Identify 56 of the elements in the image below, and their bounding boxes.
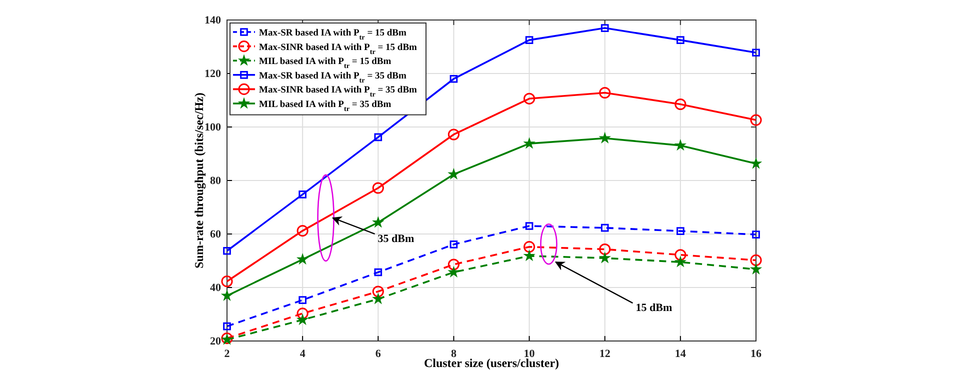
point: [372, 182, 384, 194]
point: [751, 158, 761, 168]
point: [223, 322, 231, 330]
point: [372, 286, 384, 298]
point: [599, 243, 611, 256]
annotation: 35 dBm: [378, 232, 414, 245]
legend-label: Max-SINR based IA with P$_{tr}$ = 15 dBm: [259, 42, 418, 56]
y-tick-label: 140: [204, 14, 222, 27]
point: [676, 36, 684, 44]
point: [600, 24, 609, 32]
point: [750, 114, 762, 126]
x-tick-label: 12: [599, 348, 611, 360]
legend-label: Max-SR based IA with P$_{tr}$ = 35 dBm: [259, 71, 406, 84]
x-tick-label: 6: [375, 348, 382, 360]
point: [751, 264, 761, 274]
x-tick-label: 14: [674, 348, 686, 360]
point: [752, 230, 760, 238]
y-tick-label: 100: [204, 122, 222, 134]
point: [523, 241, 536, 253]
x-tick-label: 16: [750, 348, 762, 360]
y-tick-label: 80: [210, 175, 222, 188]
x-tick-label: 4: [300, 348, 306, 360]
point: [525, 36, 534, 44]
point: [448, 128, 460, 140]
legend-label: Max-SR based IA with P$_{tr}$ = 15 dBm: [259, 28, 406, 42]
point: [523, 92, 536, 104]
y-tick-label: 20: [210, 336, 222, 348]
point: [296, 225, 308, 237]
y-axis-title: Sum-rate throughput (bits/sec/Hz): [192, 92, 206, 268]
point: [674, 249, 686, 261]
point: [525, 222, 534, 230]
point: [223, 246, 231, 255]
point: [296, 308, 308, 320]
point: [222, 291, 232, 300]
point: [750, 254, 762, 266]
y-tick-label: 60: [210, 228, 222, 241]
point: [298, 190, 306, 198]
point: [221, 276, 233, 288]
point: [374, 133, 382, 142]
point: [674, 98, 686, 110]
point: [448, 258, 460, 270]
point: [298, 296, 306, 304]
y-tick-label: 40: [210, 282, 222, 294]
point: [752, 48, 760, 57]
point: [450, 74, 458, 83]
legend-label: MIL based IA with P$_{tr}$ = 15 dBm: [259, 57, 392, 70]
x-tick-label: 2: [224, 348, 230, 360]
point: [676, 227, 684, 235]
point: [450, 240, 458, 248]
annotation: 15 dBm: [636, 302, 672, 314]
legend-label: Max-SINR based IA with P$_{tr}$ = 35 dBm: [259, 86, 418, 99]
point: [600, 224, 609, 232]
point: [599, 86, 611, 99]
legend-label: MIL based IA with P$_{tr}$ = 35 dBm: [259, 100, 392, 113]
y-tick-label: 120: [204, 68, 222, 80]
point: [374, 268, 382, 276]
